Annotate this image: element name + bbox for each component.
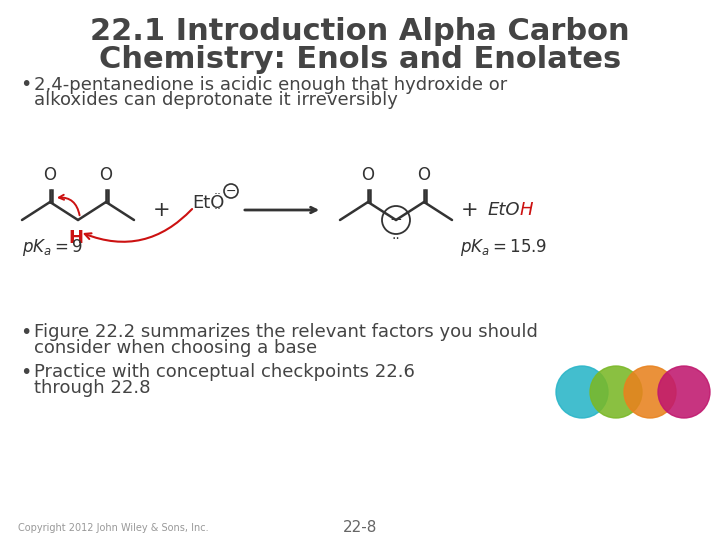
Text: O: O: [99, 166, 112, 184]
Text: H: H: [68, 229, 84, 247]
FancyArrowPatch shape: [59, 195, 79, 215]
Text: $pK_a = 15.9$: $pK_a = 15.9$: [460, 238, 547, 259]
Circle shape: [556, 366, 608, 418]
Text: H: H: [520, 201, 534, 219]
Text: through 22.8: through 22.8: [34, 379, 150, 397]
Text: consider when choosing a base: consider when choosing a base: [34, 339, 317, 357]
Text: •: •: [20, 322, 32, 341]
Circle shape: [590, 366, 642, 418]
Text: EtO: EtO: [488, 201, 521, 219]
Text: EtO: EtO: [192, 194, 225, 212]
Text: •: •: [20, 76, 32, 94]
Text: Figure 22.2 summarizes the relevant factors you should: Figure 22.2 summarizes the relevant fact…: [34, 323, 538, 341]
Text: Copyright 2012 John Wiley & Sons, Inc.: Copyright 2012 John Wiley & Sons, Inc.: [18, 523, 209, 533]
Text: +: +: [153, 200, 171, 220]
Text: ··: ··: [392, 232, 400, 246]
Text: ··: ··: [214, 188, 222, 201]
Text: O: O: [43, 166, 56, 184]
Text: ··: ··: [214, 204, 222, 217]
FancyArrowPatch shape: [85, 209, 192, 242]
Text: O: O: [418, 166, 431, 184]
Text: 22.1 Introduction Alpha Carbon: 22.1 Introduction Alpha Carbon: [90, 17, 630, 46]
Text: $pK_a = 9$: $pK_a = 9$: [22, 238, 83, 259]
Text: Practice with conceptual checkpoints 22.6: Practice with conceptual checkpoints 22.…: [34, 363, 415, 381]
Circle shape: [624, 366, 676, 418]
Text: +: +: [462, 200, 479, 220]
Text: O: O: [361, 166, 374, 184]
Circle shape: [658, 366, 710, 418]
Text: 2,4-pentanedione is acidic enough that hydroxide or: 2,4-pentanedione is acidic enough that h…: [34, 76, 508, 94]
Text: •: •: [20, 362, 32, 381]
Text: 22-8: 22-8: [343, 521, 377, 536]
Text: Chemistry: Enols and Enolates: Chemistry: Enols and Enolates: [99, 45, 621, 75]
Text: alkoxides can deprotonate it irreversibly: alkoxides can deprotonate it irreversibl…: [34, 91, 398, 109]
Text: −: −: [390, 213, 402, 227]
Text: −: −: [226, 185, 236, 198]
